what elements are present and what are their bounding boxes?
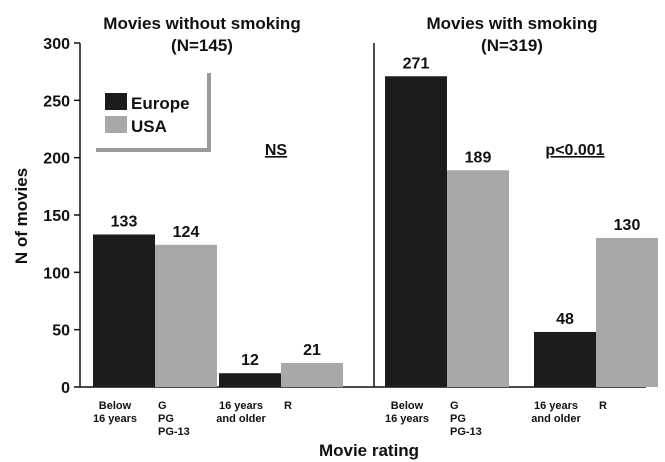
y-tick-label: 50 — [52, 323, 70, 340]
bar-usa — [155, 244, 217, 387]
x-tick-label-usa: PG — [158, 413, 174, 425]
legend: Europe USA — [96, 73, 211, 152]
x-tick-label-usa: R — [284, 400, 292, 412]
legend-label-europe: Europe — [131, 94, 190, 113]
bar-europe — [385, 76, 447, 388]
y-tick-label: 300 — [43, 36, 70, 53]
x-tick-label-europe: 16 years — [93, 413, 137, 425]
x-tick-label-usa: PG — [450, 413, 466, 425]
panel-2-subtitle: (N=319) — [481, 36, 543, 55]
legend-label-usa: USA — [131, 117, 167, 136]
x-axis-label: Movie rating — [319, 441, 419, 460]
x-tick-label-europe: 16 years — [219, 400, 263, 412]
data-label-usa: 21 — [303, 342, 321, 359]
x-tick-label-usa: G — [158, 400, 167, 412]
data-label-europe: 133 — [111, 213, 138, 230]
legend-frame-shadow — [96, 73, 211, 152]
x-tick-label-usa: PG-13 — [158, 426, 190, 438]
legend-swatch-usa — [105, 116, 127, 133]
x-tick-label-usa: G — [450, 400, 459, 412]
annotation-p-value: p<0.001 — [545, 142, 604, 159]
y-tick-label: 200 — [43, 151, 70, 168]
x-tick-label-europe: and older — [216, 413, 266, 425]
bar-usa — [447, 170, 509, 387]
bar-usa — [596, 237, 658, 387]
y-tick-label: 100 — [43, 265, 70, 282]
x-tick-label-europe: 16 years — [534, 400, 578, 412]
annotation-ns: NS — [265, 142, 288, 159]
data-label-usa: 130 — [614, 217, 641, 234]
bar-europe — [93, 234, 155, 387]
x-tick-label-europe: and older — [531, 413, 581, 425]
x-tick-label-europe: Below — [99, 400, 132, 412]
x-tick-label-usa: R — [599, 400, 607, 412]
y-tick-label: 0 — [61, 380, 70, 397]
data-label-europe: 271 — [403, 55, 430, 72]
x-tick-label-europe: Below — [391, 400, 424, 412]
x-tick-label-europe: 16 years — [385, 413, 429, 425]
y-axis-label: N of movies — [12, 168, 31, 264]
data-label-europe: 48 — [556, 311, 574, 328]
panel-2-title: Movies with smoking — [427, 14, 598, 33]
legend-swatch-europe — [105, 93, 127, 110]
panel-1-title: Movies without smoking — [103, 14, 300, 33]
bar-europe — [219, 373, 281, 387]
data-label-europe: 12 — [241, 352, 259, 369]
bar-usa — [281, 362, 343, 387]
panel-1-subtitle: (N=145) — [171, 36, 233, 55]
y-tick-label: 150 — [43, 208, 70, 225]
data-label-usa: 124 — [173, 224, 200, 241]
y-tick-label: 250 — [43, 93, 70, 110]
data-label-usa: 189 — [465, 149, 492, 166]
bar-europe — [534, 331, 596, 387]
x-tick-label-usa: PG-13 — [450, 426, 482, 438]
